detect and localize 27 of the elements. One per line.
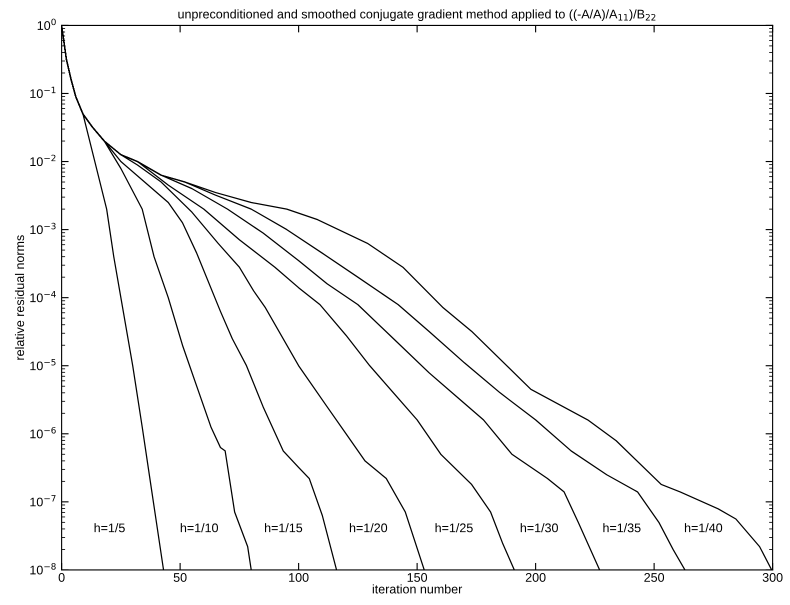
series-label: h=1/15 bbox=[265, 523, 302, 532]
x-tick-label: 200 bbox=[526, 573, 546, 582]
text: h=1/5 bbox=[94, 523, 125, 532]
y-tick-label: 10$^{−8}$ bbox=[30, 563, 56, 574]
y-tick-label: 10$^{−2}$ bbox=[30, 154, 56, 166]
x-tick-label: 300 bbox=[762, 573, 783, 582]
series-label: h=1/40 bbox=[684, 523, 722, 532]
series-label: h=1/20 bbox=[350, 523, 388, 532]
x-axis-title: iteration number bbox=[372, 584, 462, 594]
series-label: h=1/35 bbox=[603, 523, 641, 532]
series-label: h=1/10 bbox=[180, 523, 218, 532]
x-tick-label: 0 bbox=[58, 573, 65, 582]
x-tick-label: 50 bbox=[174, 573, 187, 582]
y-tick-label: 10$^{−4}$ bbox=[30, 290, 56, 302]
x-tick-label: 250 bbox=[644, 573, 664, 582]
chart-title: unpreconditioned and smoothed conjugate gradient method applied to ((-A/A)/A$_{11}$)/B$_{22}$ bbox=[178, 9, 656, 21]
y-tick-label: 10$^{−6}$ bbox=[30, 426, 56, 438]
y-tick-label: 10$^{−3}$ bbox=[30, 222, 56, 234]
series-label: h=1/30 bbox=[520, 523, 558, 532]
y-tick-label: 10$^{−7}$ bbox=[30, 495, 56, 506]
series-label: h=1/25 bbox=[436, 523, 473, 532]
y-axis-title: relative residual norms bbox=[14, 235, 24, 360]
y-tick-label: 10$^{−5}$ bbox=[30, 359, 56, 370]
y-tick-label: 10$^{0}$ bbox=[38, 18, 56, 30]
x-tick-label: 150 bbox=[408, 573, 428, 582]
y-tick-label: 10$^{−1}$ bbox=[30, 86, 56, 98]
x-tick-label: 100 bbox=[289, 573, 309, 582]
